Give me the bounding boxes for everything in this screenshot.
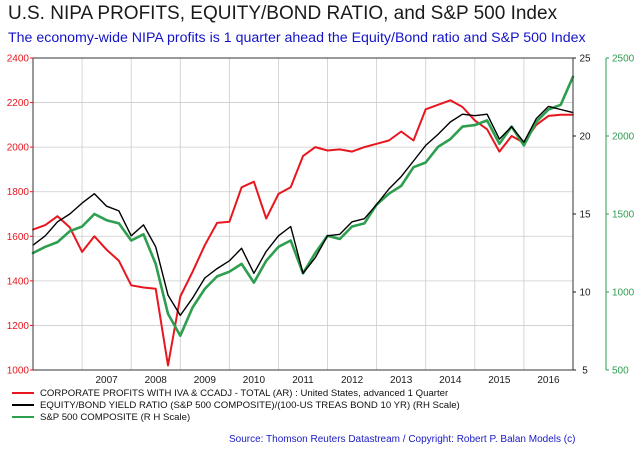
right-inner-tick-label: 15 xyxy=(579,210,591,221)
legend-label-sp500: S&P 500 COMPOSITE (R H Scale) xyxy=(40,412,191,423)
left-tick-label: 2400 xyxy=(7,54,30,65)
x-tick-label: 2013 xyxy=(390,375,413,386)
series-lines xyxy=(31,75,575,367)
legend-swatch-profits xyxy=(12,392,34,395)
legend-label-profits: CORPORATE PROFITS WITH IVA & CCADJ - TOT… xyxy=(40,388,449,399)
x-tick-label: 2007 xyxy=(96,375,119,386)
legend-swatch-ratio xyxy=(12,404,34,407)
right-outer-tick-label: 500 xyxy=(612,366,629,377)
x-tick-label: 2008 xyxy=(145,375,168,386)
x-axis: 2007 2008 2009 2010 2011 2012 2013 2014 2015 2016 xyxy=(96,375,561,386)
source-note: Source: Thomson Reuters Datastream / Cop… xyxy=(229,434,576,445)
series-line-sp500 xyxy=(31,75,575,338)
left-tick-label: 1400 xyxy=(7,276,30,287)
legend-item-ratio: EQUITY/BOND YIELD RATIO (S&P 500 COMPOSI… xyxy=(12,400,460,411)
x-tick-label: 2014 xyxy=(439,375,462,386)
right-outer-tick-label: 2500 xyxy=(612,54,635,65)
right-inner-tick-label: 10 xyxy=(579,288,591,299)
x-tick-label: 2012 xyxy=(341,375,364,386)
right-outer-tick-label: 2000 xyxy=(612,132,635,143)
right-outer-tick-label: 1000 xyxy=(612,288,635,299)
chart-subtitle: The economy-wide NIPA profits is 1 quart… xyxy=(8,30,586,46)
x-tick-label: 2009 xyxy=(194,375,217,386)
left-tick-label: 1200 xyxy=(7,321,30,332)
left-tick-label: 1000 xyxy=(7,366,30,377)
legend-item-sp500: S&P 500 COMPOSITE (R H Scale) xyxy=(12,412,190,423)
x-tick-label: 2010 xyxy=(243,375,266,386)
x-tick-label: 2011 xyxy=(292,375,314,386)
legend-item-profits: CORPORATE PROFITS WITH IVA & CCADJ - TOT… xyxy=(12,388,448,399)
x-tick-label: 2015 xyxy=(488,375,511,386)
right-axis-inner: 5 10 15 20 25 xyxy=(573,54,591,377)
legend-label-ratio: EQUITY/BOND YIELD RATIO (S&P 500 COMPOSI… xyxy=(40,400,460,411)
plot-frame xyxy=(32,57,574,371)
chart-title: U.S. NIPA PROFITS, EQUITY/BOND RATIO, an… xyxy=(8,3,558,24)
left-tick-label: 2000 xyxy=(7,143,30,154)
right-axis-outer: 500 1000 1500 2000 2500 xyxy=(605,54,635,377)
legend-swatch-sp500 xyxy=(12,416,34,419)
left-axis: 1000 1200 1400 1600 1800 2000 2200 2400 xyxy=(7,54,33,377)
right-outer-tick-label: 1500 xyxy=(612,210,635,221)
x-tick-label: 2016 xyxy=(537,375,560,386)
left-tick-label: 2200 xyxy=(7,98,30,109)
gridlines xyxy=(33,57,573,371)
right-inner-tick-label: 20 xyxy=(579,132,591,143)
right-inner-tick-label: 25 xyxy=(579,54,591,65)
left-tick-label: 1800 xyxy=(7,187,30,198)
right-inner-tick-label: 5 xyxy=(582,366,588,377)
left-tick-label: 1600 xyxy=(7,232,30,243)
